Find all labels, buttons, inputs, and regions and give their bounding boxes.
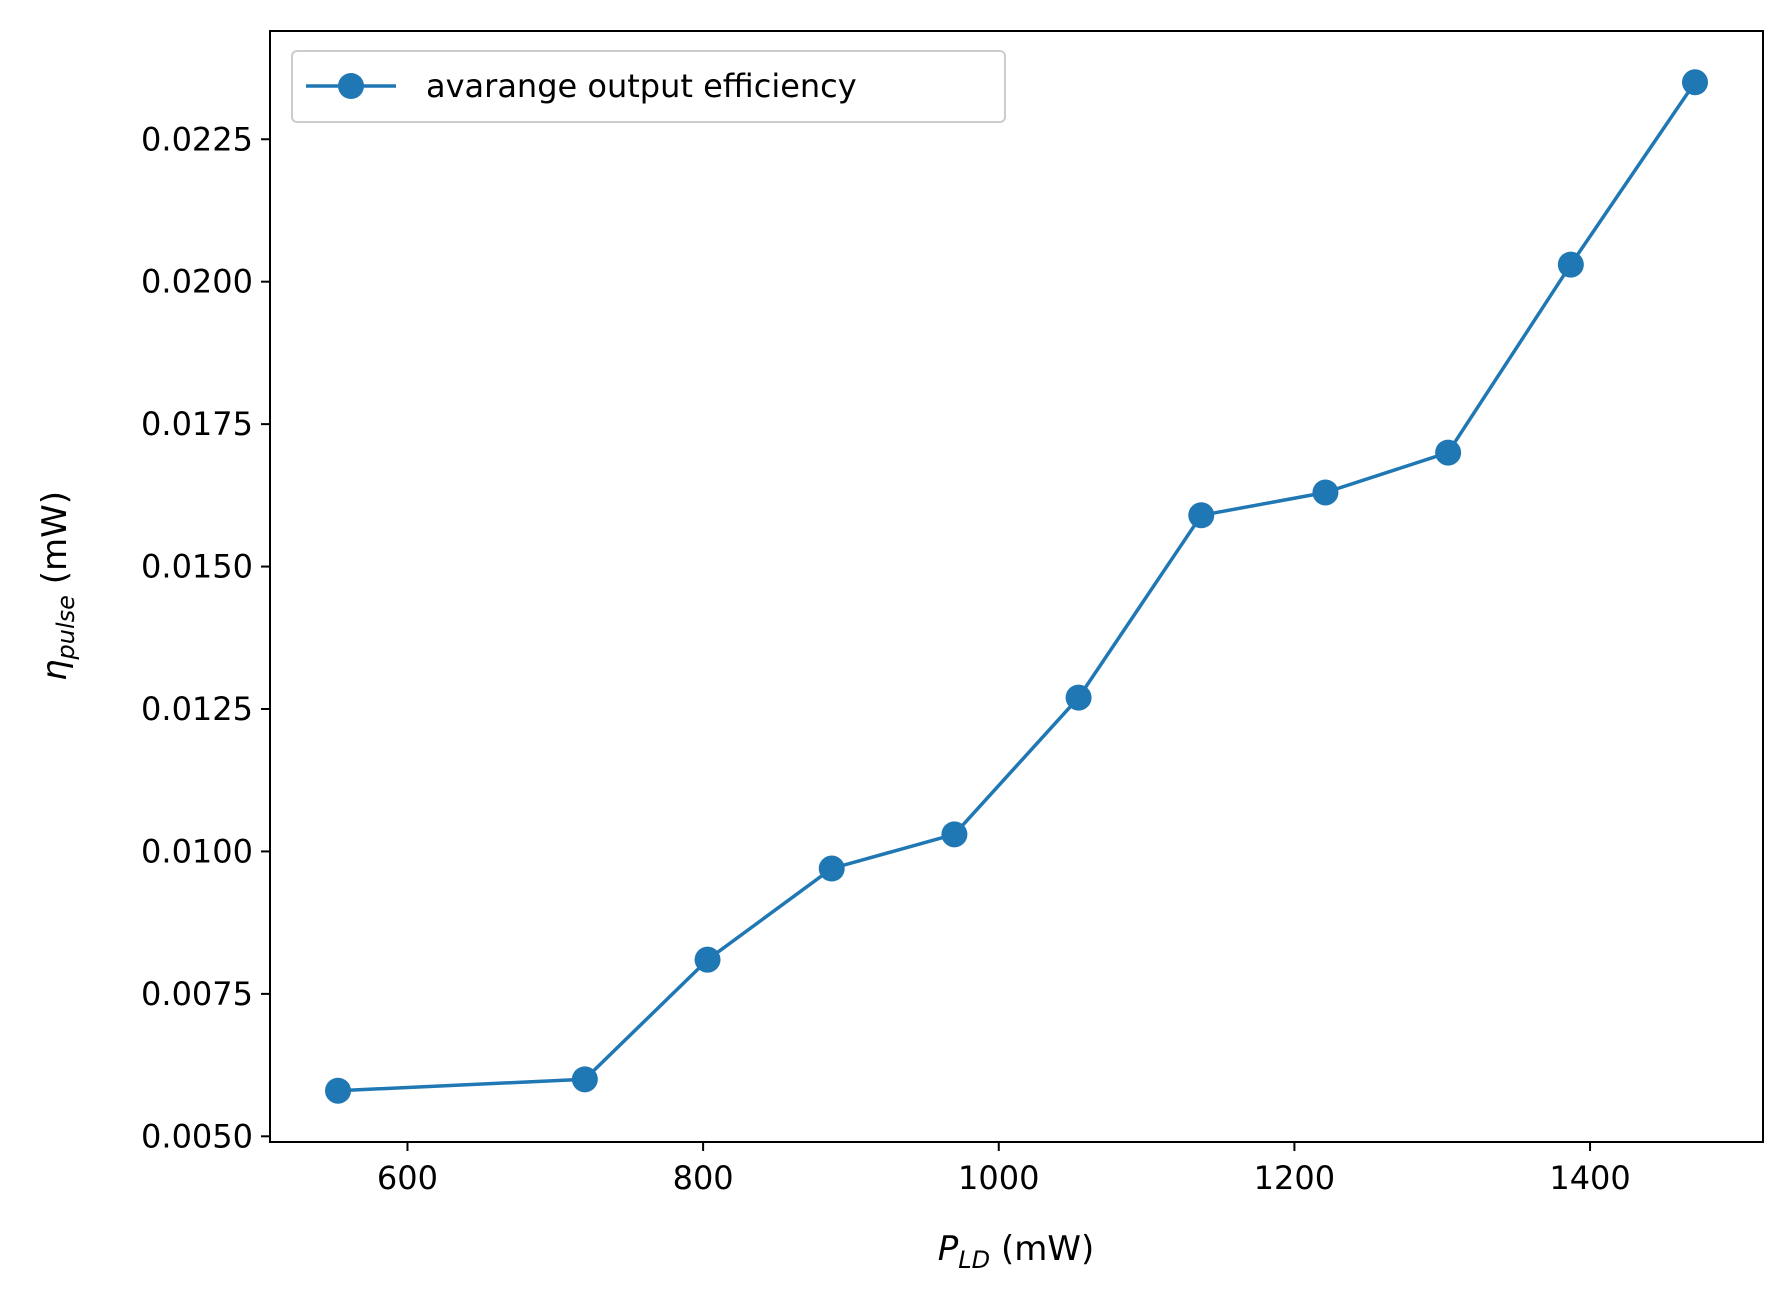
y-tick-label: 0.0175 <box>141 405 253 443</box>
data-point <box>694 946 721 973</box>
legend-box <box>291 50 1006 123</box>
data-point <box>1188 502 1215 529</box>
plot-layer <box>324 69 1709 1104</box>
y-tick-label: 0.0125 <box>141 690 253 728</box>
legend-entry-label: avarange output efficiency <box>426 67 857 105</box>
y-axis-ticks: 0.0050 0.0075 0.0100 0.0125 0.0150 0.0175 0.02… <box>141 120 270 1155</box>
data-point <box>818 855 845 882</box>
data-point <box>1065 684 1092 711</box>
y-axis-label-main: η <box>35 659 75 681</box>
legend: avarange output efficiency <box>291 50 1006 123</box>
x-tick-label: 800 <box>673 1159 734 1197</box>
data-point <box>1682 69 1709 96</box>
data-point <box>1557 251 1584 278</box>
x-axis-label-subscript: LD <box>958 1246 990 1274</box>
data-point <box>571 1066 598 1093</box>
legend-marker-swatch <box>338 73 364 99</box>
data-point <box>1312 479 1339 506</box>
y-tick-label: 0.0100 <box>141 832 253 870</box>
data-point <box>941 821 968 848</box>
y-tick-label: 0.0050 <box>141 1117 253 1155</box>
y-axis-label-subscript: pulse <box>52 595 80 660</box>
x-axis-ticks: 600 800 1000 1200 1400 <box>377 1142 1631 1197</box>
x-tick-label: 1200 <box>1254 1159 1335 1197</box>
x-axis-label: PLD (mW) <box>938 1229 1094 1274</box>
x-tick-label: 1400 <box>1549 1159 1630 1197</box>
y-tick-label: 0.0150 <box>141 548 253 586</box>
y-axis-label-unit: (mW) <box>35 491 75 595</box>
x-axis-label-main: P <box>938 1229 959 1269</box>
x-axis-label-unit: (mW) <box>990 1229 1094 1269</box>
x-tick-label: 600 <box>377 1159 438 1197</box>
x-tick-label: 1000 <box>958 1159 1039 1197</box>
data-point <box>324 1077 351 1104</box>
y-tick-label: 0.0225 <box>141 120 253 158</box>
y-tick-label: 0.0200 <box>141 263 253 301</box>
y-axis-label: ηpulse (mW) <box>35 491 80 681</box>
y-tick-label: 0.0075 <box>141 975 253 1013</box>
data-point <box>1435 439 1462 466</box>
plot-frame <box>269 30 1764 1143</box>
